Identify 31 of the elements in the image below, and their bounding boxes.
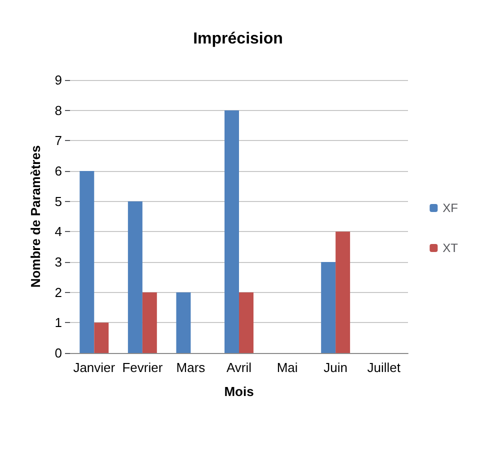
bar xyxy=(239,292,254,353)
bar xyxy=(176,292,191,353)
bar xyxy=(321,262,336,353)
y-tick-label: 7 xyxy=(54,133,62,148)
bar xyxy=(224,110,239,353)
y-tick-label: 2 xyxy=(54,284,62,300)
bar xyxy=(128,201,142,353)
y-tick-label: 6 xyxy=(54,164,62,178)
x-tick-label: Fevrier xyxy=(122,360,164,375)
y-tick-label: 5 xyxy=(54,194,62,209)
y-tick-label: 4 xyxy=(54,224,62,240)
y-tick-label: 9 xyxy=(54,72,62,88)
bar xyxy=(80,171,94,353)
bar xyxy=(336,232,350,353)
x-tick-label: Mai xyxy=(276,360,298,375)
x-tick-label: Juillet xyxy=(367,360,401,375)
legend-label: XF xyxy=(442,201,458,215)
x-axis-title: Mois xyxy=(224,384,254,399)
y-tick-label: 8 xyxy=(54,102,62,118)
chart-title: Imprécision xyxy=(193,30,283,48)
x-tick-label: Juin xyxy=(324,360,348,375)
x-tick-label: Mars xyxy=(176,360,206,375)
x-tick-label: Janvier xyxy=(73,360,116,375)
x-tick-label: Avril xyxy=(226,360,252,375)
y-tick-label: 3 xyxy=(54,254,62,270)
legend-label: XT xyxy=(442,241,459,255)
bar xyxy=(94,322,109,353)
y-tick-label: 1 xyxy=(54,315,62,330)
bar xyxy=(142,292,157,353)
y-tick-label: 0 xyxy=(54,346,62,360)
y-axis-title: Nombre de Paramètres xyxy=(28,145,43,288)
